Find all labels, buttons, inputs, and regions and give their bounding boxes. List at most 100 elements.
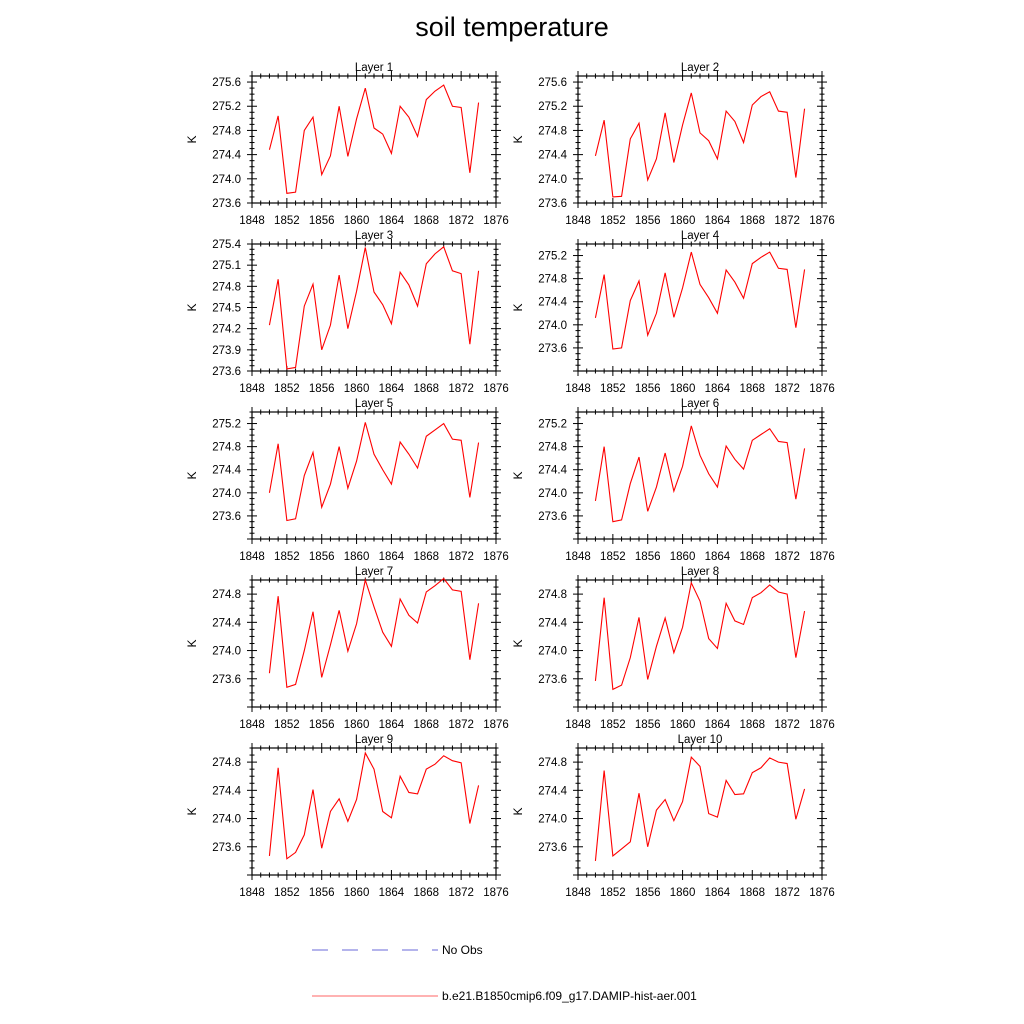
plot-frame bbox=[251, 579, 497, 708]
x-tick-label: 1868 bbox=[413, 887, 439, 899]
x-tick-label: 1856 bbox=[635, 383, 661, 395]
panel-9: Layer 9 K 1848 1852 1856 1860 1864 1868 1872 1876… bbox=[185, 734, 509, 899]
x-tick-label: 1852 bbox=[600, 215, 626, 227]
y-tick-label: 274.0 bbox=[538, 320, 567, 332]
x-tick-label: 1868 bbox=[413, 383, 439, 395]
x-tick-label: 1872 bbox=[774, 719, 800, 731]
x-tick-label: 1872 bbox=[448, 719, 474, 731]
panel-title: Layer 5 bbox=[355, 398, 393, 410]
x-tick-label: 1864 bbox=[379, 383, 405, 395]
panel-title: Layer 1 bbox=[355, 62, 393, 74]
x-tick-label: 1864 bbox=[379, 887, 405, 899]
x-tick-label: 1876 bbox=[483, 383, 509, 395]
x-tick-label: 1852 bbox=[600, 551, 626, 563]
plot-frame bbox=[577, 411, 823, 540]
x-tick-label: 1856 bbox=[309, 215, 335, 227]
panel-7: Layer 7 K 1848 1852 1856 1860 1864 1868 1872 1876… bbox=[185, 566, 509, 731]
panel-title: Layer 9 bbox=[355, 734, 393, 746]
x-tick-label: 1872 bbox=[774, 383, 800, 395]
x-tick-label: 1860 bbox=[344, 551, 370, 563]
x-tick-label: 1868 bbox=[739, 719, 765, 731]
panel-5: Layer 5 K 1848 1852 1856 1860 1864 1868 1872 1876… bbox=[185, 398, 509, 563]
x-tick-label: 1848 bbox=[239, 215, 265, 227]
x-tick-label: 1860 bbox=[344, 215, 370, 227]
panel-2: Layer 2 K 1848 1852 1856 1860 1864 1868 1872 1876… bbox=[511, 62, 835, 227]
x-tick-label: 1848 bbox=[239, 719, 265, 731]
series-line bbox=[268, 577, 480, 688]
y-axis-label: K bbox=[185, 135, 199, 143]
x-tick-label: 1876 bbox=[483, 719, 509, 731]
y-tick-label: 274.4 bbox=[538, 150, 567, 162]
x-tick-label: 1860 bbox=[670, 719, 696, 731]
x-tick-label: 1868 bbox=[739, 383, 765, 395]
y-tick-label: 273.6 bbox=[212, 511, 241, 523]
x-tick-label: 1868 bbox=[413, 719, 439, 731]
x-tick-label: 1864 bbox=[379, 551, 405, 563]
y-tick-label: 274.8 bbox=[212, 281, 241, 293]
x-tick-label: 1876 bbox=[483, 887, 509, 899]
y-tick-label: 274.2 bbox=[212, 324, 241, 336]
x-tick-label: 1868 bbox=[413, 215, 439, 227]
panel-3: Layer 3 K 1848 1852 1856 1860 1864 1868 1872 1876… bbox=[185, 230, 509, 395]
y-tick-label: 274.0 bbox=[538, 814, 567, 826]
x-tick-label: 1852 bbox=[274, 215, 300, 227]
x-tick-label: 1864 bbox=[379, 215, 405, 227]
x-tick-label: 1872 bbox=[448, 551, 474, 563]
x-tick-label: 1864 bbox=[705, 215, 731, 227]
x-tick-label: 1860 bbox=[344, 719, 370, 731]
y-axis-label: K bbox=[185, 303, 199, 311]
y-tick-label: 274.8 bbox=[212, 125, 241, 137]
y-tick-label: 275.1 bbox=[212, 260, 241, 272]
x-tick-label: 1852 bbox=[600, 719, 626, 731]
x-tick-label: 1872 bbox=[774, 215, 800, 227]
panel-title: Layer 7 bbox=[355, 566, 393, 578]
x-tick-label: 1864 bbox=[705, 887, 731, 899]
series-line bbox=[268, 245, 480, 370]
x-tick-label: 1856 bbox=[635, 551, 661, 563]
y-tick-label: 274.0 bbox=[538, 488, 567, 500]
series-line bbox=[594, 425, 806, 523]
x-tick-label: 1876 bbox=[809, 887, 835, 899]
x-tick-label: 1860 bbox=[670, 551, 696, 563]
y-tick-label: 274.4 bbox=[212, 150, 241, 162]
y-tick-label: 273.6 bbox=[538, 842, 567, 854]
y-tick-label: 274.0 bbox=[212, 488, 241, 500]
y-tick-label: 273.6 bbox=[538, 198, 567, 210]
x-tick-label: 1876 bbox=[483, 215, 509, 227]
series-line bbox=[594, 251, 806, 350]
y-axis-label: K bbox=[511, 135, 525, 143]
x-tick-label: 1872 bbox=[448, 383, 474, 395]
x-tick-label: 1868 bbox=[739, 887, 765, 899]
panel-10: Layer 10 K 1848 1852 1856 1860 1864 1868 1872 187… bbox=[511, 734, 835, 899]
y-tick-label: 273.6 bbox=[212, 674, 241, 686]
legend-label-no-obs: No Obs bbox=[442, 943, 483, 957]
y-tick-label: 274.8 bbox=[538, 125, 567, 137]
y-tick-label: 274.8 bbox=[212, 442, 241, 454]
y-tick-label: 273.6 bbox=[212, 198, 241, 210]
x-tick-label: 1876 bbox=[809, 719, 835, 731]
x-tick-label: 1856 bbox=[309, 719, 335, 731]
y-tick-label: 275.2 bbox=[538, 251, 567, 263]
y-tick-label: 274.8 bbox=[212, 757, 241, 769]
y-tick-label: 273.6 bbox=[538, 343, 567, 355]
panel-title: Layer 8 bbox=[681, 566, 719, 578]
x-tick-label: 1872 bbox=[774, 551, 800, 563]
series-line bbox=[268, 84, 480, 194]
y-tick-label: 274.0 bbox=[538, 646, 567, 658]
series-line bbox=[268, 422, 480, 522]
x-tick-label: 1856 bbox=[309, 887, 335, 899]
plot-frame bbox=[577, 75, 823, 204]
panel-title: Layer 2 bbox=[681, 62, 719, 74]
y-tick-label: 275.6 bbox=[212, 77, 241, 89]
y-axis-label: K bbox=[185, 639, 199, 647]
y-axis-label: K bbox=[185, 807, 199, 815]
y-axis-label: K bbox=[185, 471, 199, 479]
panel-4: Layer 4 K 1848 1852 1856 1860 1864 1868 1872 1876… bbox=[511, 230, 835, 395]
x-tick-label: 1860 bbox=[344, 383, 370, 395]
x-tick-label: 1856 bbox=[635, 887, 661, 899]
y-tick-label: 274.0 bbox=[538, 174, 567, 186]
y-tick-label: 274.0 bbox=[212, 174, 241, 186]
panel-title: Layer 10 bbox=[678, 734, 723, 746]
x-tick-label: 1848 bbox=[565, 215, 591, 227]
